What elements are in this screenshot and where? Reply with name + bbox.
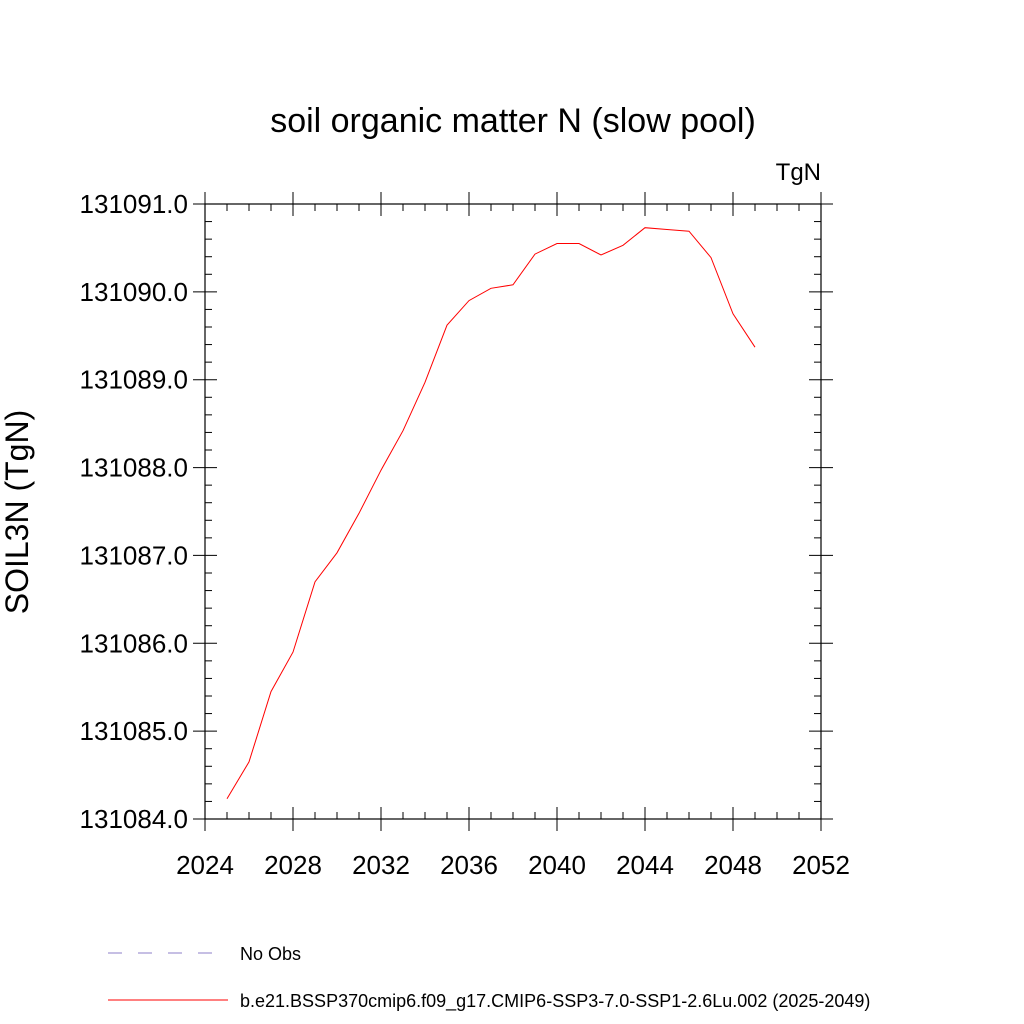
y-tick-label: 131088.0 bbox=[80, 453, 188, 483]
chart-title: soil organic matter N (slow pool) bbox=[270, 102, 756, 140]
x-tick-label: 2048 bbox=[704, 850, 762, 880]
x-tick-label: 2052 bbox=[792, 850, 850, 880]
series-lines bbox=[226, 227, 756, 800]
y-axis-label: SOIL3N (TgN) bbox=[0, 410, 35, 614]
units-label: TgN bbox=[776, 159, 821, 186]
x-tick-label: 2044 bbox=[616, 850, 674, 880]
y-tick-label: 131090.0 bbox=[80, 277, 188, 307]
y-tick-label: 131084.0 bbox=[80, 804, 188, 834]
y-tick-label: 131091.0 bbox=[80, 189, 188, 219]
y-tick-label: 131085.0 bbox=[80, 716, 188, 746]
legend: No Obs b.e21.BSSP370cmip6.f09_g17.CMIP6-S… bbox=[108, 944, 870, 1012]
x-tick-label: 2028 bbox=[264, 850, 322, 880]
x-tick-label: 2032 bbox=[352, 850, 410, 880]
series-line bbox=[226, 227, 756, 800]
axis-tick-labels: 2024 2028 2032 2036 2040 2044 2048 2052 131084.0… bbox=[80, 189, 850, 880]
y-tick-label: 131089.0 bbox=[80, 365, 188, 395]
x-tick-label: 2040 bbox=[528, 850, 586, 880]
x-tick-label: 2036 bbox=[440, 850, 498, 880]
axis-ticks bbox=[193, 192, 833, 831]
y-tick-label: 131087.0 bbox=[80, 540, 188, 570]
legend-label: No Obs bbox=[240, 944, 301, 964]
y-tick-label: 131086.0 bbox=[80, 628, 188, 658]
x-tick-label: 2024 bbox=[176, 850, 234, 880]
plot-frame bbox=[204, 203, 822, 820]
legend-label: b.e21.BSSP370cmip6.f09_g17.CMIP6-SSP3-7.… bbox=[240, 991, 870, 1012]
